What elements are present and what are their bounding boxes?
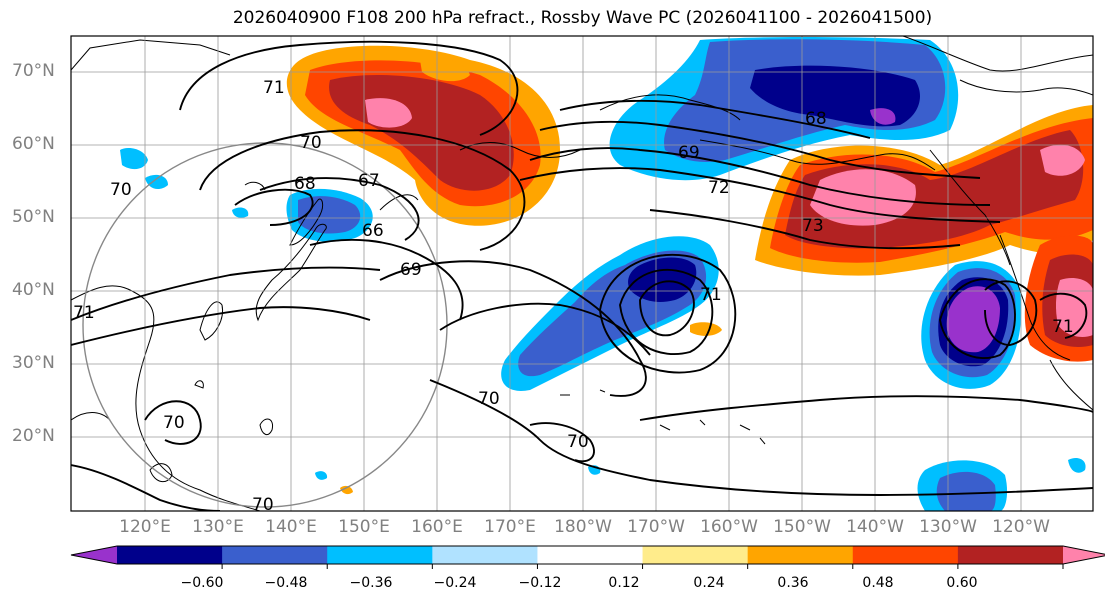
contour-label: 70 <box>478 389 500 409</box>
colorbar-cell <box>852 546 959 564</box>
contour-label: 70 <box>163 413 185 433</box>
lon-label: 170°E <box>484 517 536 537</box>
contour-label: 73 <box>802 216 824 236</box>
colorbar-outline <box>70 545 1105 565</box>
colorbar-tick-label: 0.24 <box>693 575 725 591</box>
lon-label: 130°E <box>192 517 244 537</box>
contour-label: 70 <box>300 133 322 153</box>
colorbar-tick-label: −0.24 <box>433 575 477 591</box>
contour-label: 70 <box>110 180 132 200</box>
contour-labels: 71 70 67 68 66 69 70 70 70 71 70 68 69 7… <box>73 78 1074 515</box>
refractivity-contours <box>71 40 1093 511</box>
lon-label: 120°E <box>119 517 171 537</box>
colorbar-cell <box>642 546 749 564</box>
lat-label: 60°N <box>12 134 55 154</box>
lat-label: 40°N <box>12 280 55 300</box>
colorbar-extend-low <box>71 546 117 564</box>
colorbar-tick-label: 0.60 <box>946 575 978 591</box>
lon-label: 150°W <box>773 517 831 537</box>
contour-label: 67 <box>358 171 380 191</box>
coastlines <box>71 36 1093 511</box>
map-title: 2026040900 F108 200 hPa refract., Rossby… <box>232 8 933 28</box>
colorbar-tick-label: 0.12 <box>608 575 640 591</box>
contour-label: 72 <box>708 178 730 198</box>
lon-label: 140°W <box>846 517 904 537</box>
colorbar-cell <box>117 546 223 564</box>
contour-label: 70 <box>252 495 274 515</box>
colorbar-cell <box>957 546 1064 564</box>
colorbar-tick-label: −0.12 <box>518 575 562 591</box>
colorbar-cell <box>222 546 328 564</box>
lon-label: 130°W <box>919 517 977 537</box>
contour-label: 71 <box>73 303 95 323</box>
contour-label: 69 <box>400 260 422 280</box>
shading-gulf-alaska-positive <box>755 105 1093 276</box>
lat-label: 70°N <box>12 61 55 81</box>
colorbar-cell <box>432 546 538 564</box>
lon-label: 160°E <box>411 517 463 537</box>
contour-label: 71 <box>700 285 722 305</box>
contour-label: 70 <box>567 432 589 452</box>
map-frame <box>70 35 1094 512</box>
contour-label: 68 <box>805 109 827 129</box>
colorbar-tick-label: 0.36 <box>777 575 809 591</box>
lon-label: 120°W <box>992 517 1050 537</box>
colorbar-tick-label: −0.36 <box>349 575 393 591</box>
lat-label: 30°N <box>12 353 55 373</box>
contour-label: 68 <box>294 174 316 194</box>
colorbar-tick-label: 0.48 <box>862 575 894 591</box>
colorbar-cell <box>327 546 433 564</box>
lon-label: 140°E <box>265 517 317 537</box>
lat-label: 50°N <box>12 207 55 227</box>
shading-tropics-negative <box>315 458 1086 511</box>
lon-label: 150°E <box>338 517 390 537</box>
colorbar-cell <box>537 546 644 564</box>
contour-label: 66 <box>362 221 384 241</box>
lon-label: 160°W <box>700 517 758 537</box>
contour-label: 71 <box>1052 317 1074 337</box>
colorbar-tick-label: −0.48 <box>264 575 308 591</box>
contour-label: 69 <box>678 143 700 163</box>
lat-label: 20°N <box>12 426 55 446</box>
colorbar <box>70 545 1105 569</box>
contour-label: 71 <box>263 78 285 98</box>
lon-label: 170°W <box>627 517 685 537</box>
colorbar-tick-label: −0.60 <box>180 575 224 591</box>
lon-label: 180°W <box>554 517 612 537</box>
colorbar-cell <box>747 546 854 564</box>
colorbar-extend-high <box>1063 546 1105 564</box>
